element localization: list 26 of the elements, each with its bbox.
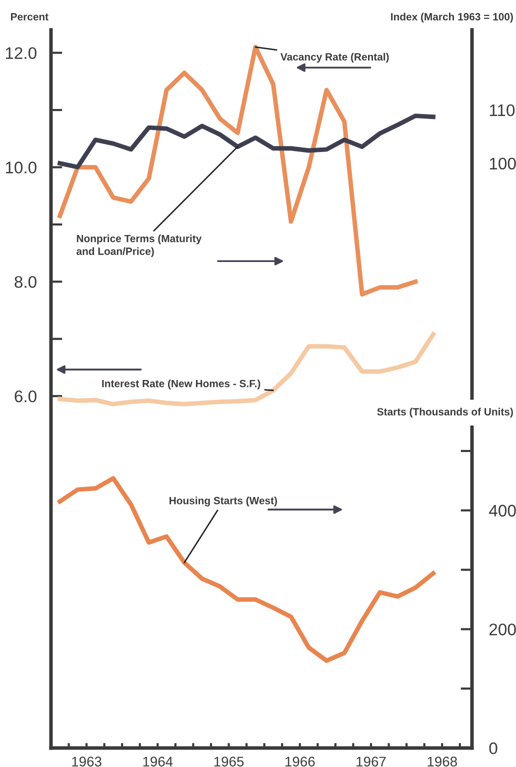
series-label: Vacancy Rate (Rental) — [280, 52, 389, 63]
x-tick-label: 1964 — [143, 756, 173, 767]
y-tick-label: 12.0 — [6, 47, 36, 60]
y-tick-label: 8.0 — [14, 276, 36, 288]
y-axis-title: Percent — [11, 13, 48, 20]
line-series — [58, 476, 436, 663]
line-series — [58, 114, 436, 170]
x-tick-label: 1968 — [428, 756, 457, 767]
text: Nonprice Terms (Maturity and Loan/Price) — [76, 234, 202, 257]
y2-tick-label: 110 — [490, 104, 515, 116]
y3-tick-label: 0 — [489, 742, 498, 754]
y3-tick-label: 200 — [489, 624, 516, 636]
y2-tick-label: 100 — [490, 158, 516, 170]
y3-axis-title: Starts (Thousands of Units) — [377, 408, 513, 418]
y2-axis-title: Index (March 1963 = 100) — [391, 12, 513, 22]
line-series — [58, 44, 418, 296]
x-tick-label: 1966 — [285, 756, 315, 767]
text: Housing Starts (West) — [170, 496, 277, 506]
x-tick-label: 1965 — [214, 756, 244, 767]
line-series — [58, 332, 436, 406]
y-tick-label: 6.0 — [14, 390, 36, 402]
x-tick-label: 1963 — [72, 756, 102, 767]
series-label: Interest Rate (New Homes - S.F.) — [102, 380, 260, 390]
y3-tick-label: 400 — [489, 504, 516, 517]
x-tick-label: 1967 — [356, 756, 386, 767]
y-tick-label: 10.0 — [6, 162, 36, 174]
